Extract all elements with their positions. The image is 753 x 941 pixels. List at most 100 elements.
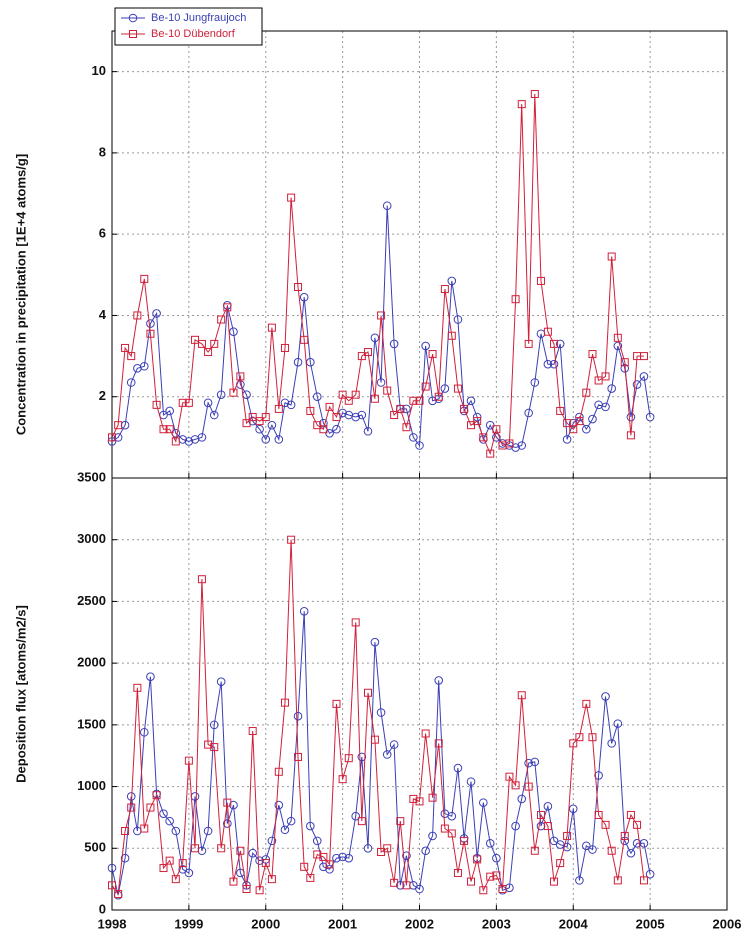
marker <box>524 339 533 348</box>
marker <box>287 193 296 202</box>
marker <box>536 276 545 285</box>
marker <box>460 836 469 845</box>
series-line <box>111 93 644 456</box>
marker <box>395 881 405 890</box>
marker <box>382 750 392 759</box>
marker <box>421 341 430 351</box>
marker <box>280 343 289 352</box>
marker <box>146 329 155 338</box>
marker <box>569 425 578 434</box>
y-tick-label: 8 <box>99 144 106 159</box>
marker <box>274 404 283 413</box>
marker <box>563 419 572 428</box>
marker <box>428 831 437 841</box>
marker <box>601 402 610 412</box>
marker <box>217 844 226 853</box>
marker <box>421 729 430 738</box>
marker <box>280 825 290 835</box>
marker <box>121 827 130 836</box>
marker <box>409 396 418 405</box>
marker <box>159 425 168 434</box>
marker <box>588 350 597 359</box>
marker <box>197 575 206 584</box>
marker <box>223 303 232 312</box>
legend-label: Be-10 Dübendorf <box>151 28 236 40</box>
marker <box>120 853 130 863</box>
marker <box>530 846 539 855</box>
marker <box>287 535 296 544</box>
marker <box>479 886 488 895</box>
marker <box>402 881 411 890</box>
marker <box>236 846 245 855</box>
marker <box>467 877 476 886</box>
x-tick-label: 2001 <box>328 916 357 931</box>
marker <box>139 727 149 737</box>
y-tick-label: 6 <box>99 226 106 241</box>
marker <box>338 408 347 418</box>
marker <box>582 841 591 851</box>
marker <box>415 396 424 405</box>
marker <box>363 426 373 436</box>
x-tick-label: 2003 <box>482 916 511 931</box>
marker <box>274 767 283 776</box>
y-tick-label: 500 <box>84 840 106 855</box>
marker <box>377 311 386 320</box>
marker <box>229 327 238 337</box>
marker <box>146 803 155 812</box>
marker <box>524 408 533 418</box>
marker <box>485 420 495 430</box>
y-tick-label: 4 <box>99 307 107 322</box>
marker <box>319 418 328 428</box>
marker <box>299 607 309 616</box>
marker <box>620 831 629 840</box>
marker <box>261 859 270 868</box>
marker <box>338 852 347 862</box>
marker <box>332 413 341 422</box>
marker <box>626 412 636 422</box>
y-tick-label: 1000 <box>77 778 106 793</box>
x-tick-label: 2006 <box>713 916 742 931</box>
marker <box>184 756 193 765</box>
marker <box>223 798 232 807</box>
marker <box>479 798 488 807</box>
marker <box>550 339 559 348</box>
marker <box>607 252 616 261</box>
marker <box>569 739 578 748</box>
marker <box>338 775 347 784</box>
marker <box>159 809 168 819</box>
y-axis-label: Deposition flux [atoms/m2/s] <box>13 605 28 783</box>
marker <box>280 698 289 707</box>
marker <box>389 740 399 749</box>
marker <box>543 822 552 831</box>
marker <box>549 359 559 369</box>
marker <box>306 406 315 415</box>
marker <box>396 404 405 413</box>
marker <box>511 443 520 452</box>
marker <box>325 429 334 438</box>
marker <box>550 877 559 886</box>
marker <box>396 817 405 826</box>
marker <box>319 425 328 434</box>
x-tick-label: 2004 <box>559 916 589 931</box>
marker <box>191 844 200 853</box>
marker <box>530 757 540 767</box>
x-tick-label: 1999 <box>174 916 203 931</box>
marker <box>108 881 116 890</box>
marker <box>178 864 188 874</box>
marker <box>421 382 430 391</box>
marker <box>319 862 328 872</box>
marker <box>139 361 149 371</box>
marker <box>306 873 315 882</box>
y-tick-label: 2 <box>99 388 106 403</box>
marker <box>255 417 264 426</box>
marker <box>274 800 284 810</box>
marker <box>549 836 559 846</box>
marker <box>184 437 194 446</box>
marker <box>165 816 174 826</box>
marker <box>556 406 565 415</box>
marker <box>363 688 372 697</box>
marker <box>159 864 168 873</box>
marker <box>274 435 284 444</box>
marker <box>390 411 399 420</box>
y-tick-label: 1500 <box>77 716 106 731</box>
